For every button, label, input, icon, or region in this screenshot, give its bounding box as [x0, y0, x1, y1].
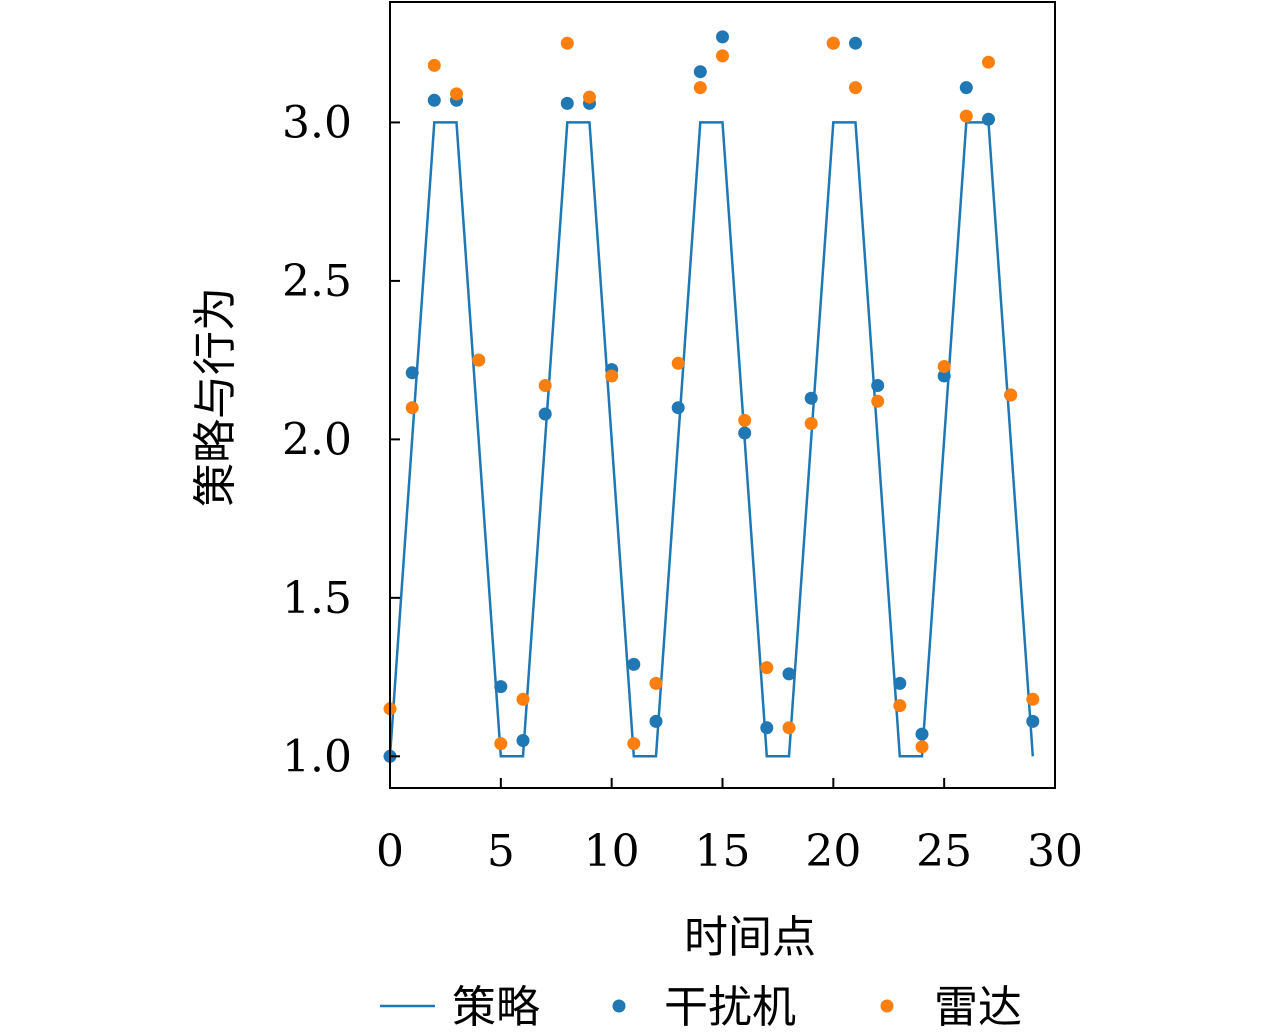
legend-marker-jammer [612, 999, 626, 1013]
data-point-radar [826, 36, 840, 50]
y-tick-label: 2.5 [282, 256, 352, 307]
data-point-radar [738, 413, 752, 427]
x-tick-label: 20 [805, 826, 861, 877]
data-point-radar [405, 401, 419, 415]
data-point-radar [538, 379, 552, 392]
data-point-jammer [849, 36, 862, 50]
data-point-radar [849, 81, 862, 95]
data-point-jammer [982, 112, 995, 126]
y-axis-title: 策略与行为 [190, 287, 241, 507]
data-point-radar [959, 109, 973, 123]
data-point-radar [716, 49, 729, 63]
data-point-jammer [738, 426, 752, 440]
data-point-jammer [516, 734, 530, 747]
plot-frame [389, 1, 1056, 789]
data-point-radar [627, 737, 641, 751]
data-point-radar [671, 356, 685, 370]
data-point-jammer [627, 657, 641, 671]
data-point-jammer [782, 667, 796, 681]
data-point-jammer [804, 391, 818, 405]
y-tick-label: 1.0 [282, 731, 352, 782]
data-point-radar [494, 737, 508, 751]
x-tick-label: 15 [695, 826, 751, 877]
y-tick-label: 2.0 [282, 414, 352, 465]
data-point-jammer [915, 727, 929, 741]
data-point-radar [1026, 692, 1040, 706]
data-point-jammer [716, 30, 729, 44]
data-point-radar [804, 417, 818, 430]
x-tick-label: 25 [916, 826, 972, 877]
x-tick-label: 5 [487, 826, 515, 877]
data-point-radar [693, 81, 707, 95]
x-axis-ticks: 0 5 10 15 20 25 30 [376, 778, 1083, 877]
data-point-jammer [649, 714, 663, 728]
data-point-radar [427, 58, 441, 72]
legend-marker-radar [880, 999, 894, 1013]
data-point-jammer [959, 81, 973, 95]
legend-label-jammer: 干扰机 [664, 982, 796, 1033]
data-point-radar [760, 661, 774, 675]
data-point-radar [982, 55, 995, 69]
data-point-jammer [427, 93, 441, 107]
y-axis-ticks: 1.0 1.5 2.0 2.5 3.0 [282, 97, 400, 782]
x-axis-title: 时间点 [684, 912, 816, 963]
data-point-jammer [560, 96, 574, 110]
data-point-radar [937, 360, 951, 373]
data-point-radar [1004, 388, 1018, 402]
legend-label-radar: 雷达 [934, 982, 1022, 1033]
data-point-radar [893, 699, 907, 713]
x-tick-label: 30 [1027, 826, 1083, 877]
data-point-jammer [893, 676, 907, 690]
data-point-jammer [538, 407, 552, 421]
data-point-jammer [1026, 714, 1040, 728]
data-point-jammer [937, 369, 951, 383]
data-point-radar [560, 36, 574, 50]
data-point-radar [782, 721, 796, 735]
data-point-radar [649, 676, 663, 690]
data-point-radar [450, 87, 463, 101]
data-point-jammer [494, 680, 508, 694]
y-tick-label: 3.0 [282, 97, 352, 148]
data-point-radar [583, 90, 596, 104]
data-point-jammer [405, 366, 419, 380]
y-tick-label: 1.5 [282, 573, 352, 624]
legend: 策略 干扰机 雷达 [380, 982, 1022, 1033]
data-point-radar [605, 369, 619, 383]
x-tick-label: 0 [376, 826, 404, 877]
data-point-jammer [693, 65, 707, 79]
data-point-jammer [871, 379, 885, 392]
scatter-layer [383, 30, 1040, 763]
data-point-jammer [671, 401, 685, 415]
line-layer [388, 121, 1035, 758]
data-point-radar [472, 353, 486, 367]
legend-label-strategy: 策略 [452, 982, 540, 1033]
data-point-jammer [760, 721, 774, 735]
data-point-radar [516, 692, 530, 706]
data-point-radar [915, 740, 929, 754]
x-tick-label: 10 [584, 826, 640, 877]
series-line-strategy [388, 121, 1035, 758]
data-point-radar [871, 394, 885, 408]
